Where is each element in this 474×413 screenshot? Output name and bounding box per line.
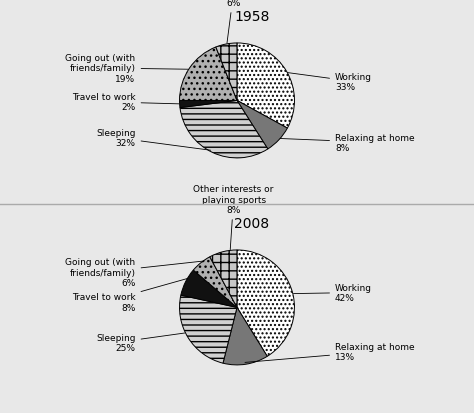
Wedge shape xyxy=(237,250,294,356)
Text: Other interests or
playing sports
8%: Other interests or playing sports 8% xyxy=(193,185,274,250)
Wedge shape xyxy=(237,101,287,150)
Text: Working
42%: Working 42% xyxy=(293,283,372,302)
Wedge shape xyxy=(180,48,237,101)
Text: Other interests or
playing sports
6%: Other interests or playing sports 6% xyxy=(193,0,274,44)
Text: Sleeping
25%: Sleeping 25% xyxy=(96,333,185,352)
Text: Relaxing at home
13%: Relaxing at home 13% xyxy=(245,342,415,363)
Wedge shape xyxy=(210,250,237,308)
Text: Sleeping
32%: Sleeping 32% xyxy=(96,128,210,151)
Wedge shape xyxy=(193,257,237,308)
Text: Travel to work
2%: Travel to work 2% xyxy=(72,93,179,112)
Text: Relaxing at home
8%: Relaxing at home 8% xyxy=(280,133,415,153)
Wedge shape xyxy=(181,271,237,308)
Wedge shape xyxy=(237,44,294,129)
Text: 2008: 2008 xyxy=(234,216,269,230)
Text: 1958: 1958 xyxy=(234,10,270,24)
Text: Going out (with
friends/family)
6%: Going out (with friends/family) 6% xyxy=(65,258,204,287)
Wedge shape xyxy=(180,101,268,159)
Wedge shape xyxy=(223,308,267,365)
Wedge shape xyxy=(180,101,237,108)
Text: Working
33%: Working 33% xyxy=(287,73,372,92)
Text: Travel to work
8%: Travel to work 8% xyxy=(72,279,188,312)
Text: Going out (with
friends/family)
19%: Going out (with friends/family) 19% xyxy=(65,54,188,84)
Wedge shape xyxy=(216,44,237,101)
Wedge shape xyxy=(180,295,237,363)
